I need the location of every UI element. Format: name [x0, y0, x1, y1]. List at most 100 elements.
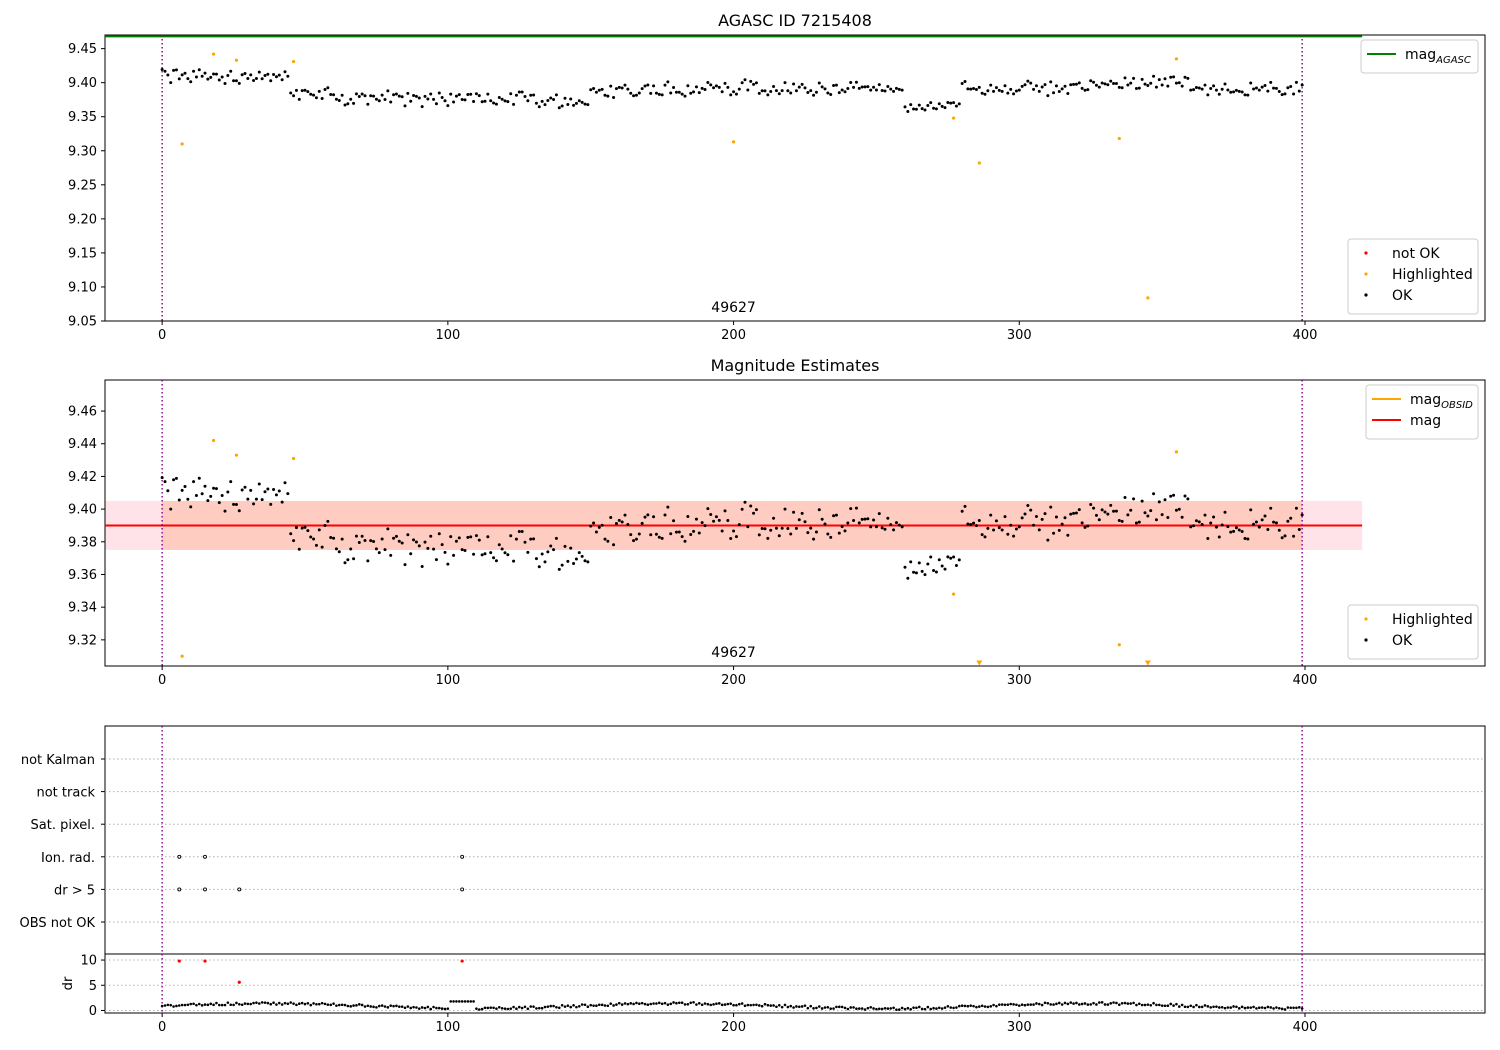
ok-point: [900, 88, 904, 92]
dr-point: [555, 1005, 558, 1009]
ok-point: [803, 86, 807, 90]
ok-point: [1152, 492, 1156, 496]
dr-point: [283, 1001, 287, 1005]
ok-point: [483, 552, 487, 556]
ok-point: [246, 497, 250, 501]
ok-point: [760, 89, 764, 93]
ok-point: [286, 492, 290, 496]
ok-point: [343, 103, 347, 107]
ok-point: [903, 105, 907, 109]
ok-point: [966, 522, 970, 526]
ok-point: [1157, 500, 1161, 504]
ok-point: [1192, 524, 1196, 528]
ok-point: [314, 543, 318, 547]
ok-point: [743, 500, 747, 504]
ok-point: [829, 92, 833, 96]
ok-point: [1234, 88, 1238, 92]
ok-point: [1200, 87, 1204, 91]
ok-point: [480, 100, 484, 104]
ok-point: [909, 560, 913, 564]
highlighted-point: [951, 116, 956, 120]
ok-point: [946, 555, 950, 559]
dr-point: [789, 1004, 793, 1008]
ok-point: [1092, 80, 1096, 84]
dr-point: [1243, 1006, 1247, 1010]
ok-point: [700, 86, 704, 90]
ok-point: [580, 100, 584, 104]
ok-point: [1237, 89, 1241, 93]
ok-point: [814, 530, 818, 534]
ok-point: [880, 526, 884, 530]
dr-point: [540, 1006, 544, 1010]
ok-point: [1217, 535, 1221, 539]
flag-category-label: not track: [36, 786, 95, 801]
dr-point: [1192, 1005, 1195, 1009]
dr-point: [477, 1008, 481, 1011]
ok-point: [594, 530, 598, 534]
ok-point: [392, 93, 396, 97]
ok-point: [517, 529, 521, 533]
ok-point: [560, 104, 564, 108]
ok-point: [917, 561, 921, 565]
dr-point: [815, 1006, 818, 1010]
ok-point: [657, 92, 661, 96]
dr-point: [840, 1005, 844, 1009]
dr-point: [729, 1002, 733, 1005]
dr-point: [343, 1003, 347, 1007]
ok-point: [1217, 92, 1221, 96]
dr-point: [257, 1002, 261, 1005]
ok-point: [1203, 83, 1207, 87]
ok-point: [637, 532, 641, 536]
ok-point: [780, 526, 784, 530]
ok-point: [386, 527, 390, 531]
ok-point: [369, 539, 373, 543]
ok-point: [1209, 86, 1213, 90]
dr-point: [1189, 1004, 1193, 1008]
ok-point: [320, 545, 324, 549]
ok-point: [737, 523, 741, 527]
ok-point: [1252, 87, 1256, 91]
not-ok-dr-point: [460, 959, 464, 963]
dr-point: [1120, 1001, 1124, 1005]
dr-point: [586, 1005, 590, 1008]
ok-point: [194, 494, 198, 498]
dr-point: [1157, 1003, 1161, 1007]
dr-point: [440, 1007, 444, 1010]
ok-point: [1277, 89, 1281, 93]
dr-point: [929, 1007, 933, 1011]
ok-point: [1280, 536, 1284, 540]
ok-point: [426, 97, 430, 101]
ok-point: [1109, 503, 1113, 507]
ok-point: [806, 90, 810, 94]
ok-point: [434, 102, 438, 106]
ok-point: [1277, 528, 1281, 532]
y-tick-label: 9.34: [68, 601, 97, 616]
ok-point: [637, 91, 641, 95]
ok-point: [1192, 88, 1196, 92]
ok-point: [1026, 79, 1030, 83]
dr-point: [363, 1005, 367, 1008]
ok-point: [774, 89, 778, 93]
dr-point: [889, 1007, 893, 1010]
ok-point: [812, 537, 816, 541]
ok-point: [812, 93, 816, 97]
dr-point: [955, 1006, 958, 1009]
y-tick-label: 9.30: [68, 144, 97, 159]
dr-point: [546, 1005, 550, 1008]
ok-point: [546, 550, 550, 554]
flag-point: [203, 887, 207, 892]
ok-point: [1266, 89, 1270, 93]
dr-point: [1092, 1001, 1095, 1005]
ok-point: [652, 84, 656, 88]
dr-point: [897, 1008, 901, 1011]
ok-point: [843, 529, 847, 533]
highlighted-point: [1174, 450, 1179, 454]
ok-point: [914, 571, 918, 575]
ok-point: [1086, 88, 1090, 92]
dr-point: [583, 1003, 587, 1007]
ok-point: [1283, 534, 1287, 538]
ok-point: [1114, 509, 1118, 513]
ok-point: [854, 80, 858, 84]
ok-point: [1006, 532, 1010, 536]
ok-point: [972, 521, 976, 525]
